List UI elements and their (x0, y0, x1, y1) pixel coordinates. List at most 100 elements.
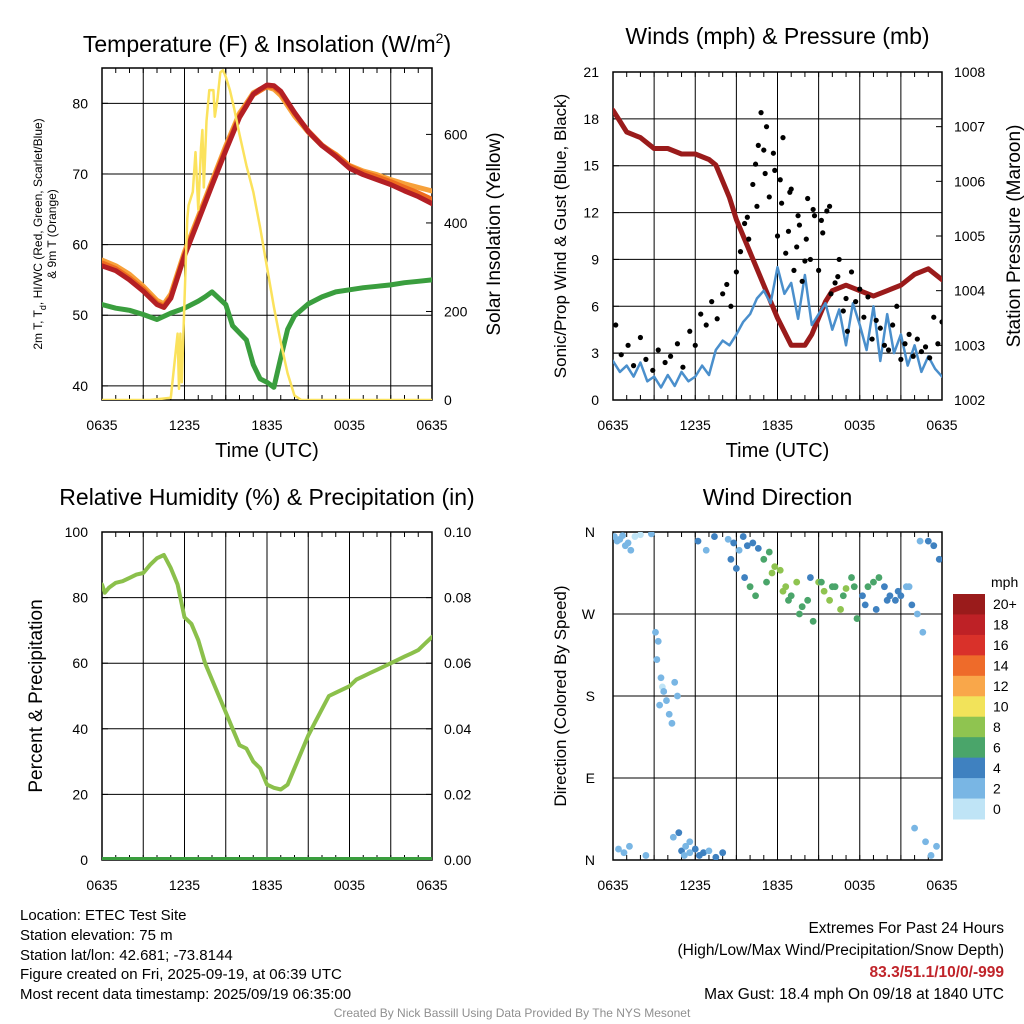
direction-point (749, 539, 757, 547)
gust-point (655, 347, 661, 353)
extremes-values: 83.3/51.1/10/0/-999 (869, 964, 1004, 981)
x-tick-label: 1235 (169, 417, 200, 433)
gust-point (766, 194, 772, 200)
gust-point (840, 308, 846, 314)
x-tick-label: 0635 (597, 877, 628, 893)
direction-point (754, 545, 762, 552)
created-text: Figure created on Fri, 2025-09-19, at 06… (20, 966, 342, 984)
panel-winds: Winds (mph) & Pressure (mb) 0635 1235 1835 0… (551, 23, 1024, 462)
direction-point (864, 583, 872, 591)
colorbar-swatch (953, 696, 985, 718)
y-tick-label: S (586, 688, 595, 704)
gust-point (703, 322, 709, 328)
colorbar-label: 10 (993, 699, 1009, 715)
gust-point (692, 342, 698, 348)
y-tick-label: 21 (583, 64, 599, 80)
y-right-tick-label: 0 (444, 392, 452, 408)
colorbar-label: 16 (993, 637, 1009, 653)
chart-title: Temperature (F) & Insolation (W/m2) (83, 30, 451, 57)
direction-point (746, 583, 754, 591)
direction-point (702, 546, 710, 554)
y-right-tick-label: 0.04 (444, 721, 471, 737)
y-tick-label: 40 (72, 721, 88, 737)
x-tick-label: 0635 (86, 417, 117, 433)
recent-text: Most recent data timestamp: 2025/09/19 0… (20, 986, 352, 1004)
direction-point (660, 688, 668, 695)
gust-point (770, 150, 776, 156)
direction-point (820, 587, 828, 595)
gust-point (844, 328, 851, 334)
gust-point (835, 274, 841, 280)
direction-point (765, 548, 773, 556)
direction-point (828, 583, 836, 591)
gust-point (788, 186, 794, 192)
direction-point (700, 849, 707, 857)
direction-point (637, 532, 644, 539)
y-tick-label: 15 (583, 158, 599, 174)
x-tick-label: 1835 (762, 417, 793, 433)
direction-point (930, 542, 938, 550)
direction-point (908, 601, 916, 609)
y-tick-label: W (582, 606, 596, 622)
colorbar-swatch (953, 757, 985, 779)
gust-point (762, 170, 768, 177)
y-tick-label: 60 (72, 655, 88, 671)
direction-point (793, 578, 801, 586)
y-tick-label: 3 (591, 345, 599, 361)
gust-point (785, 228, 792, 234)
direction-point (853, 615, 861, 622)
direction-point (807, 574, 814, 581)
x-tick-label: 1235 (169, 877, 200, 893)
gust-point (811, 213, 818, 219)
colorbar-label: 20+ (993, 596, 1017, 612)
x-tick-label: 1835 (762, 877, 793, 893)
direction-point (935, 555, 942, 563)
direction-point (671, 678, 679, 686)
gust-point (630, 363, 637, 369)
direction-point (922, 838, 929, 846)
gust-point (780, 135, 786, 141)
gust-point (898, 356, 904, 362)
gust-point (795, 213, 801, 219)
x-tick-label: 1235 (680, 417, 711, 433)
colorbar-label: 0 (993, 801, 1001, 817)
gust-point (761, 147, 767, 153)
gust-point (910, 353, 916, 359)
direction-point (804, 596, 812, 604)
gust-point (902, 341, 908, 347)
x-axis-label: Time (UTC) (215, 440, 319, 462)
colorbar-swatch (953, 675, 985, 697)
y-right-tick-label: 0.08 (444, 590, 471, 606)
y-tick-label: 6 (591, 298, 599, 314)
direction-point (768, 569, 776, 577)
x-tick-label: 1835 (251, 877, 282, 893)
direction-point (665, 710, 673, 718)
y-tick-label: N (585, 852, 595, 868)
direction-point (741, 574, 748, 581)
direction-point (647, 532, 655, 538)
gust-point (922, 344, 929, 350)
gust-point (637, 334, 644, 341)
colorbar-label: 12 (993, 678, 1009, 694)
gust-point (807, 256, 814, 263)
credit-text: Created By Nick Bassill Using Data Provi… (333, 1006, 691, 1020)
direction-point (727, 555, 735, 563)
gust-point (848, 269, 855, 275)
y-right-tick-label: 1003 (954, 337, 985, 353)
gust-point (742, 220, 748, 227)
gust-point (783, 250, 789, 256)
direction-point (691, 845, 699, 853)
gust-point (885, 347, 892, 353)
direction-point (826, 596, 833, 604)
direction-point (674, 692, 681, 700)
colorbar-label: 14 (993, 658, 1009, 674)
direction-point (850, 583, 858, 591)
y-tick-label: 18 (583, 111, 599, 127)
direction-point (798, 603, 806, 611)
colorbar-title: mph (991, 574, 1018, 590)
y-axis-label-line2: & 9m T (Orange) (45, 189, 59, 279)
gust-point (714, 316, 720, 322)
y-right-axis-label: Station Pressure (Maroon) (1004, 125, 1024, 348)
gust-point (881, 342, 888, 348)
direction-point (771, 563, 779, 571)
